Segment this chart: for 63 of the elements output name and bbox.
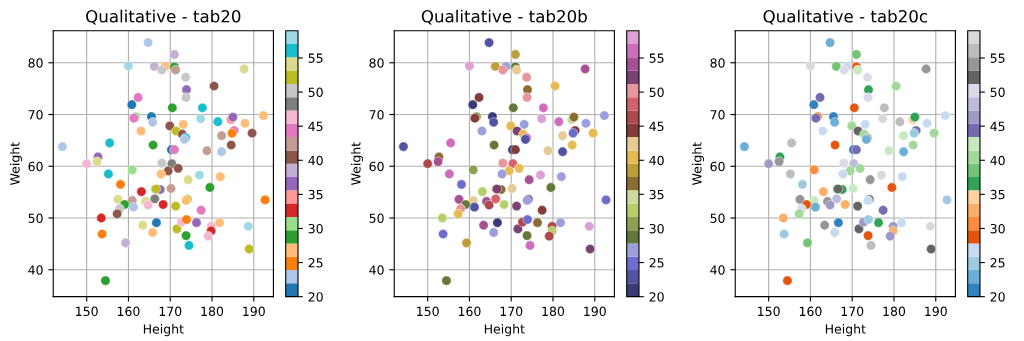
x-tick-label: 150 bbox=[758, 306, 780, 317]
x-tick-label: 160 bbox=[117, 306, 140, 317]
color-bar-label: 50 bbox=[990, 87, 1005, 97]
y-tick-label: 50 bbox=[710, 213, 725, 223]
color-bar-label: 20 bbox=[649, 292, 664, 302]
x-axis-title: Height bbox=[825, 324, 866, 337]
y-tick-label: 70 bbox=[710, 109, 725, 120]
x-tick-label: 160 bbox=[799, 306, 822, 317]
y-tick-label: 40 bbox=[710, 265, 725, 275]
color-bar-label: 25 bbox=[308, 258, 323, 268]
y-tick-label: 70 bbox=[28, 109, 43, 120]
color-bar-label: 30 bbox=[308, 223, 323, 234]
x-tick-label: 160 bbox=[458, 306, 481, 317]
color-bar-label: 20 bbox=[308, 292, 323, 302]
y-tick-label: 60 bbox=[369, 161, 384, 172]
x-tick-label: 190 bbox=[584, 306, 606, 317]
color-bar-label: 40 bbox=[990, 155, 1005, 166]
chart-title: Qualitative - tab20 bbox=[86, 9, 241, 25]
x-tick-label: 180 bbox=[201, 306, 224, 317]
color-bar-label: 55 bbox=[990, 53, 1005, 63]
y-tick-label: 40 bbox=[369, 265, 384, 275]
color-bar-label: 55 bbox=[649, 53, 664, 63]
y-tick-label: 60 bbox=[710, 161, 725, 172]
color-bar-label: 50 bbox=[649, 87, 664, 97]
color-bar-label: 20 bbox=[990, 292, 1005, 302]
color-bar-label: 50 bbox=[308, 87, 323, 97]
x-tick-label: 190 bbox=[925, 306, 947, 317]
y-axis-title: Weight bbox=[9, 142, 23, 186]
chart-title: Qualitative - tab20b bbox=[421, 9, 587, 25]
color-bar-label: 25 bbox=[649, 258, 664, 268]
color-bar-label: 45 bbox=[649, 121, 664, 132]
color-bar-label: 55 bbox=[308, 53, 323, 63]
color-bar-label: 35 bbox=[649, 189, 664, 200]
x-tick-label: 190 bbox=[243, 306, 265, 317]
x-tick-label: 170 bbox=[500, 306, 523, 317]
color-bar-label: 35 bbox=[308, 189, 323, 200]
x-tick-label: 180 bbox=[542, 306, 565, 317]
color-bar-label: 40 bbox=[649, 155, 664, 166]
y-axis-title: Weight bbox=[350, 142, 364, 186]
y-tick-label: 70 bbox=[369, 109, 384, 120]
y-tick-label: 50 bbox=[369, 213, 384, 223]
x-tick-label: 170 bbox=[841, 306, 864, 317]
color-bar-label: 45 bbox=[308, 121, 323, 132]
chart-title: Qualitative - tab20c bbox=[763, 9, 928, 25]
x-tick-label: 170 bbox=[159, 306, 182, 317]
color-bar-label: 25 bbox=[990, 258, 1005, 268]
x-tick-label: 150 bbox=[76, 306, 98, 317]
y-tick-label: 50 bbox=[28, 213, 43, 223]
x-tick-label: 180 bbox=[883, 306, 906, 317]
y-tick-label: 80 bbox=[369, 58, 384, 68]
color-bar-label: 35 bbox=[990, 189, 1005, 200]
y-tick-label: 40 bbox=[28, 265, 43, 275]
y-tick-label: 80 bbox=[710, 58, 725, 68]
x-axis-title: Height bbox=[484, 324, 525, 337]
color-bar-label: 30 bbox=[990, 223, 1005, 234]
color-bar-label: 30 bbox=[649, 223, 664, 234]
x-axis-title: Height bbox=[143, 324, 184, 337]
y-tick-label: 80 bbox=[28, 58, 43, 68]
color-bar-label: 40 bbox=[308, 155, 323, 166]
y-tick-label: 60 bbox=[28, 161, 43, 172]
y-axis-title: Weight bbox=[691, 142, 705, 186]
color-bar-label: 45 bbox=[990, 121, 1005, 132]
x-tick-label: 150 bbox=[417, 306, 439, 317]
